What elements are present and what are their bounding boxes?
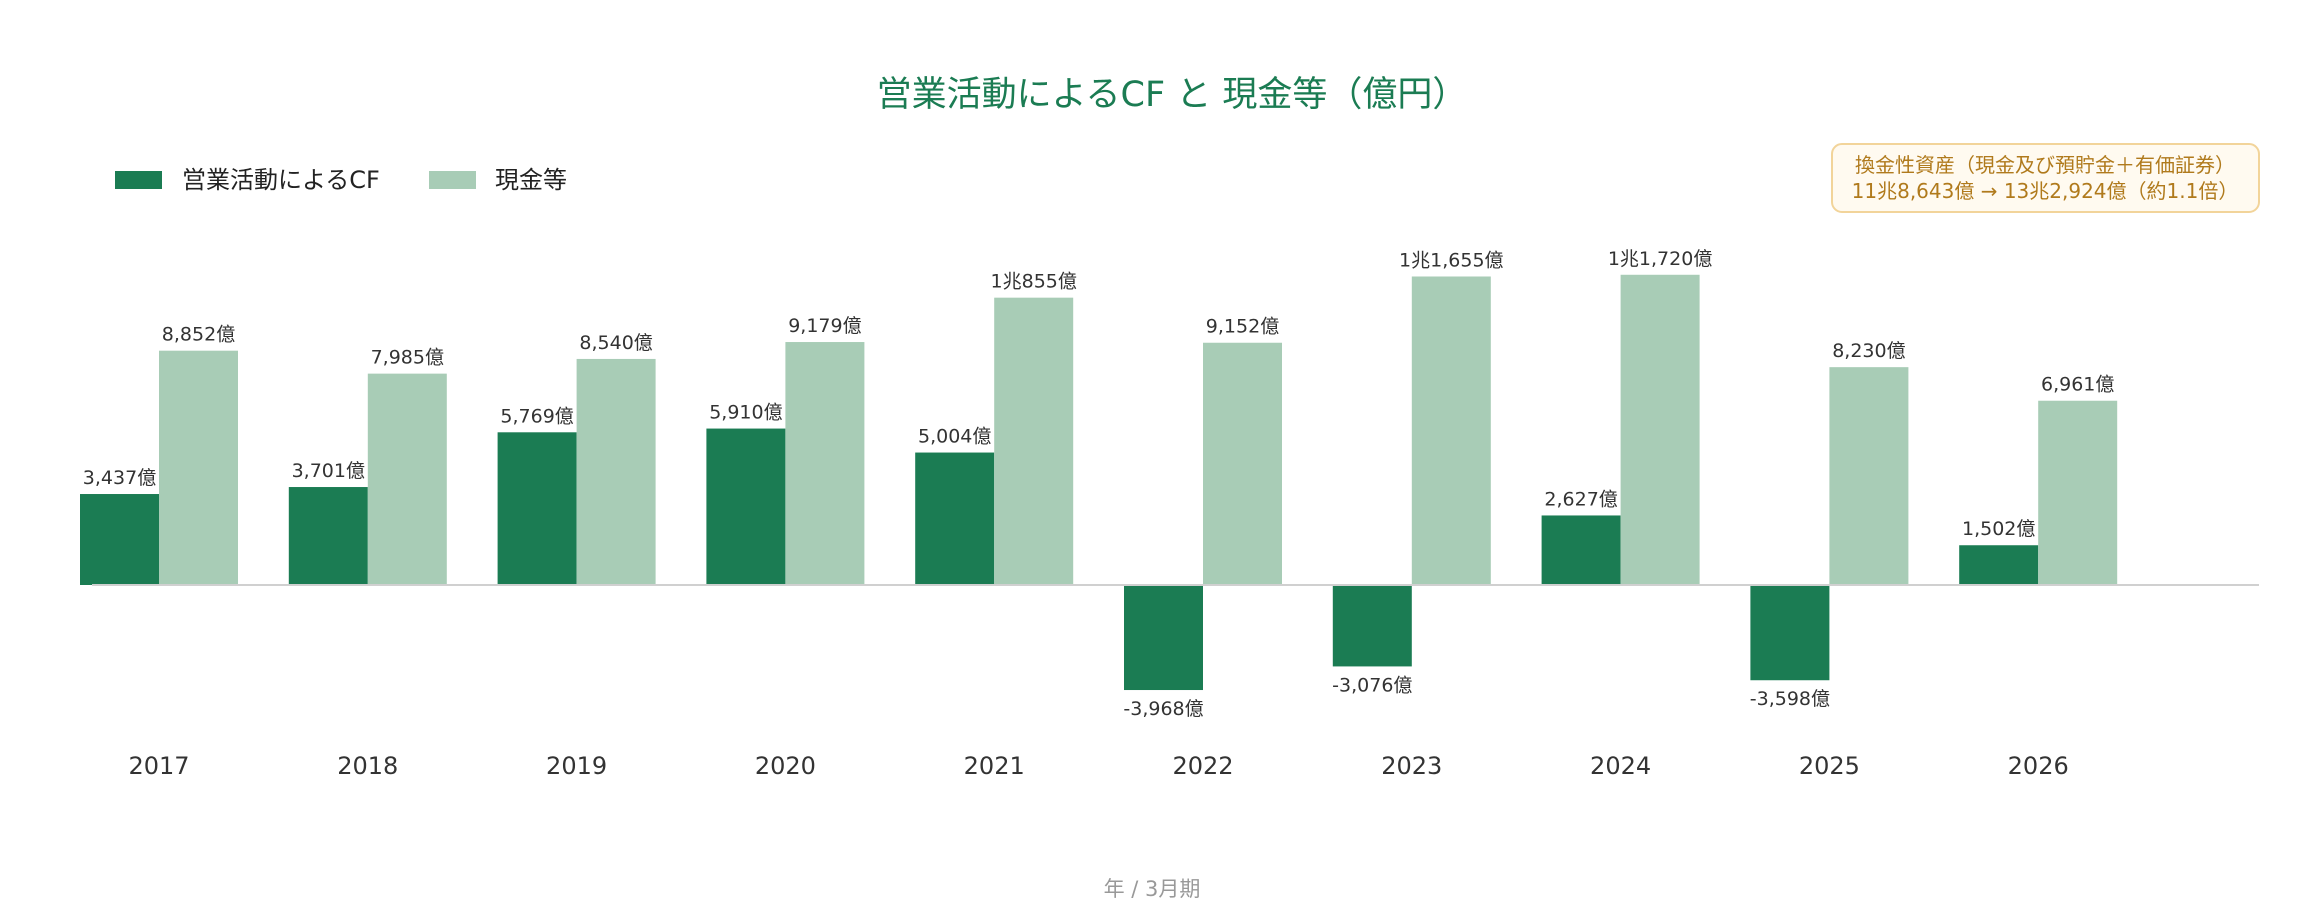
bar-label-cf-2021: 5,004億 [918, 426, 991, 448]
bar-label-cf-2024: 2,627億 [1544, 488, 1617, 510]
bar-label-cf-2020: 5,910億 [709, 402, 782, 424]
bar-cash-2019 [576, 358, 656, 585]
x-tick-2019: 2019 [546, 752, 607, 780]
bar-label-cf-2019: 5,769億 [500, 405, 573, 427]
bar-label-cash-2019: 8,540億 [579, 332, 652, 354]
bar-cf-2017 [80, 494, 159, 585]
legend-label-cf: 営業活動によるCF [182, 166, 380, 194]
bar-label-cf-2017: 3,437億 [83, 467, 156, 489]
bar-label-cash-2026: 6,961億 [2041, 374, 2114, 396]
x-axis-label: 年 / 3月期 [1104, 877, 1201, 901]
bar-label-cf-2022: -3,968億 [1123, 698, 1203, 720]
bar-cash-2020 [785, 342, 865, 585]
bar-cash-2022 [1203, 342, 1282, 585]
legend-label-cash: 現金等 [495, 166, 567, 194]
legend-swatch-cf [115, 171, 162, 189]
x-tick-2024: 2024 [1590, 752, 1651, 780]
bar-label-cf-2023: -3,076億 [1332, 674, 1412, 696]
bar-cf-2024 [1541, 515, 1621, 585]
bar-label-cash-2018: 7,985億 [371, 347, 444, 369]
bar-cf-2025 [1750, 585, 1830, 681]
x-tick-2017: 2017 [128, 752, 189, 780]
bar-cash-2018 [367, 373, 447, 585]
legend-swatch-cash [429, 171, 476, 189]
bar-cash-2023 [1411, 276, 1491, 585]
bar-label-cf-2026: 1,502億 [1962, 518, 2035, 540]
note-line-2: 11兆8,643億 → 13兆2,924億（約1.1倍） [1852, 179, 2239, 203]
note-line-1: 換金性資産（現金及び預貯金＋有価証券） [1855, 153, 2235, 177]
bar-cf-2022 [1124, 585, 1203, 691]
bar-label-cash-2020: 9,179億 [788, 315, 861, 337]
bar-cash-2021 [994, 297, 1074, 585]
bar-label-cash-2023: 1兆1,655億 [1399, 249, 1503, 271]
bar-label-cash-2017: 8,852億 [162, 324, 235, 346]
legend: 営業活動によるCF 現金等 [115, 166, 567, 194]
bar-cash-2025 [1829, 367, 1909, 585]
bar-cash-2026 [2038, 400, 2118, 585]
x-tick-2023: 2023 [1381, 752, 1442, 780]
chart-title: 営業活動によるCF と 現金等（億円） [877, 75, 1468, 115]
bar-cf-2019 [497, 432, 577, 585]
bar-label-cash-2024: 1兆1,720億 [1608, 248, 1712, 270]
bar-cf-2023 [1332, 585, 1412, 667]
x-tick-2025: 2025 [1799, 752, 1860, 780]
bar-cf-2020 [706, 428, 786, 585]
bar-label-cash-2025: 8,230億 [1832, 340, 1905, 362]
bar-cash-2024 [1620, 274, 1700, 585]
plot-area: 3,437億 8,852億 2017 3,701億 7,985億 2018 5,769億 8,… [80, 248, 2259, 780]
note-box: 換金性資産（現金及び預貯金＋有価証券） 11兆8,643億 → 13兆2,924… [1831, 143, 2260, 213]
x-tick-2026: 2026 [2008, 752, 2069, 780]
bar-label-cash-2021: 1兆855億 [991, 271, 1077, 293]
bar-cf-2021 [915, 452, 995, 585]
bar-label-cash-2022: 9,152億 [1206, 316, 1279, 338]
x-tick-2018: 2018 [337, 752, 398, 780]
bar-cf-2026 [1959, 545, 2039, 585]
note-box-frame [1831, 143, 2260, 213]
x-tick-2020: 2020 [755, 752, 816, 780]
x-tick-2021: 2021 [964, 752, 1025, 780]
bar-cash-2017 [159, 350, 238, 585]
bar-label-cf-2018: 3,701億 [292, 460, 365, 482]
x-tick-2022: 2022 [1172, 752, 1233, 780]
bar-label-cf-2025: -3,598億 [1750, 688, 1830, 710]
bar-cf-2018 [288, 487, 368, 585]
